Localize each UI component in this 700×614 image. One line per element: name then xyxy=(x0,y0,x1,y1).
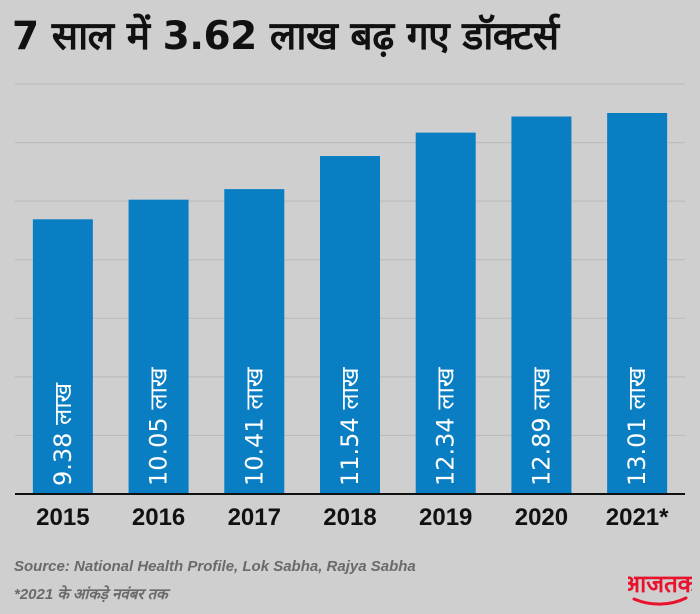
bar-2020 xyxy=(511,116,572,494)
bar-2021* xyxy=(607,112,668,494)
bar-labels: 9.38 लाख 10.05 लाख 10.41 लाख 11.54 लाख 12.34… xyxy=(49,367,651,486)
bar-value-label: 13.01 लाख xyxy=(623,367,651,486)
source-note: Source: National Health Profile, Lok Sab… xyxy=(14,558,416,575)
x-tick-label: 2020 xyxy=(515,504,568,531)
bar-2019 xyxy=(415,132,476,494)
bar-value-label: 10.41 लाख xyxy=(240,367,268,486)
aajtak-logo: आजतक xyxy=(622,568,698,610)
bar-value-label: 9.38 लाख xyxy=(49,382,77,486)
x-tick-label: 2021* xyxy=(606,504,669,531)
svg-text:आजतक: आजतक xyxy=(628,570,692,598)
x-tick-labels: 2015 2016 2017 2018 2019 2020 2021* xyxy=(36,504,669,531)
bars xyxy=(32,112,668,495)
bar-2016 xyxy=(128,199,189,494)
aajtak-logo-mark: आजतक xyxy=(622,570,698,606)
x-tick-label: 2018 xyxy=(323,504,376,531)
x-tick-label: 2019 xyxy=(419,504,472,531)
bar-value-label: 11.54 लाख xyxy=(336,367,364,486)
bar-2017 xyxy=(224,189,285,494)
bar-value-label: 12.34 लाख xyxy=(432,367,460,486)
bar-2015 xyxy=(32,219,93,495)
x-tick-label: 2016 xyxy=(132,504,185,531)
chart-title: 7 साल में 3.62 लाख बढ़ गए डॉक्टर्स xyxy=(12,14,559,59)
bar-value-label: 12.89 लाख xyxy=(527,367,555,486)
x-tick-label: 2015 xyxy=(36,504,89,531)
bar-value-label: 10.05 लाख xyxy=(145,367,173,486)
footnote: *2021 के आंकड़े नवंबर तक xyxy=(14,586,168,603)
bar-2018 xyxy=(320,156,380,495)
x-tick-label: 2017 xyxy=(228,504,281,531)
